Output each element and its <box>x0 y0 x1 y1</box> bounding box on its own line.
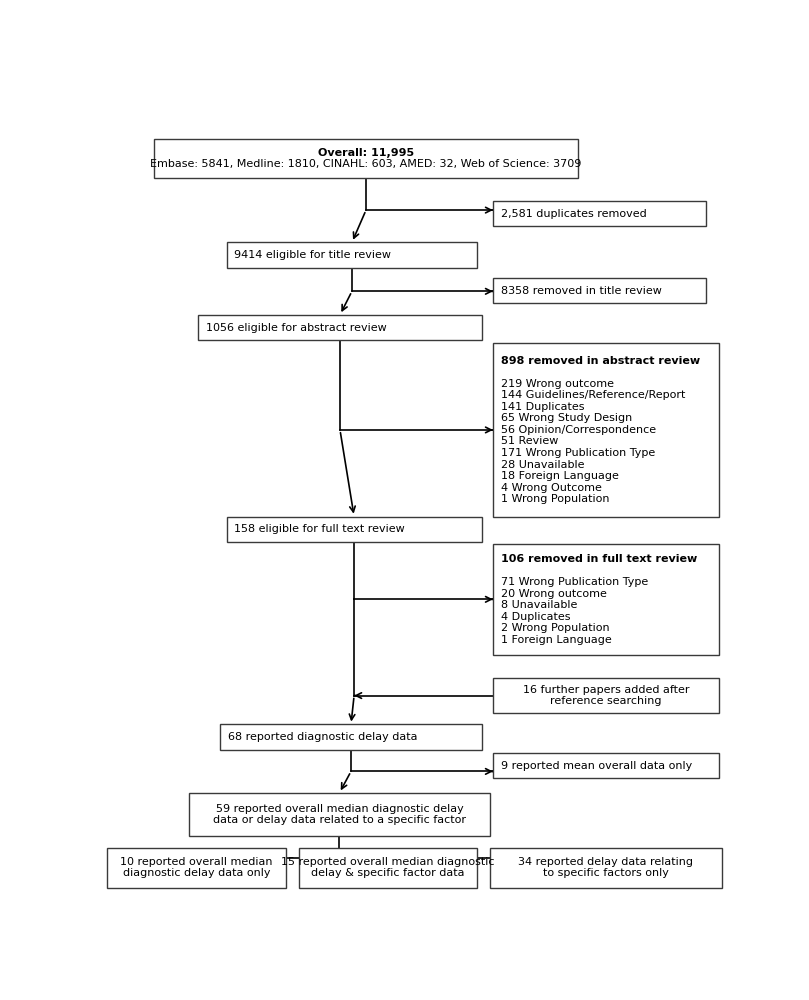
Text: 10 reported overall median: 10 reported overall median <box>121 857 273 867</box>
Text: 106 removed in full text review: 106 removed in full text review <box>501 554 697 564</box>
Text: 1 Wrong Population: 1 Wrong Population <box>501 494 609 504</box>
Text: 16 further papers added after: 16 further papers added after <box>523 685 689 695</box>
Text: to specific factors only: to specific factors only <box>543 868 669 878</box>
Text: 4 Wrong Outcome: 4 Wrong Outcome <box>501 483 601 493</box>
Bar <box>227 517 481 542</box>
Bar <box>227 242 477 268</box>
Text: 68 reported diagnostic delay data: 68 reported diagnostic delay data <box>228 732 417 742</box>
Bar <box>493 201 706 226</box>
Text: 9 reported mean overall data only: 9 reported mean overall data only <box>501 761 692 771</box>
Text: 141 Duplicates: 141 Duplicates <box>501 402 584 412</box>
Text: 18 Foreign Language: 18 Foreign Language <box>501 471 618 481</box>
Text: 219 Wrong outcome: 219 Wrong outcome <box>501 379 613 389</box>
Bar <box>490 848 722 888</box>
Bar <box>155 139 578 178</box>
Bar <box>220 724 481 750</box>
Bar <box>188 793 489 836</box>
Text: 51 Review: 51 Review <box>501 436 558 446</box>
Bar <box>493 678 718 713</box>
Text: 171 Wrong Publication Type: 171 Wrong Publication Type <box>501 448 654 458</box>
Bar <box>493 544 718 655</box>
Text: Overall: 11,995: Overall: 11,995 <box>318 148 414 158</box>
Text: 4 Duplicates: 4 Duplicates <box>501 612 570 622</box>
Text: 1 Foreign Language: 1 Foreign Language <box>501 635 612 645</box>
Text: 56 Opinion/Correspondence: 56 Opinion/Correspondence <box>501 425 655 435</box>
Text: 59 reported overall median diagnostic delay: 59 reported overall median diagnostic de… <box>215 804 464 814</box>
Text: 20 Wrong outcome: 20 Wrong outcome <box>501 589 607 599</box>
Text: 8 Unavailable: 8 Unavailable <box>501 600 577 610</box>
Text: Embase: 5841, Medline: 1810, CINAHL: 603, AMED: 32, Web of Science: 3709: Embase: 5841, Medline: 1810, CINAHL: 603… <box>150 159 582 169</box>
Text: 9414 eligible for title review: 9414 eligible for title review <box>234 250 391 260</box>
Text: 2,581 duplicates removed: 2,581 duplicates removed <box>501 209 646 219</box>
Text: 15 reported overall median diagnostic: 15 reported overall median diagnostic <box>282 857 495 867</box>
Text: 65 Wrong Study Design: 65 Wrong Study Design <box>501 413 632 423</box>
Text: 71 Wrong Publication Type: 71 Wrong Publication Type <box>501 577 648 587</box>
Bar <box>299 848 477 888</box>
Text: delay & specific factor data: delay & specific factor data <box>311 868 464 878</box>
Text: 34 reported delay data relating: 34 reported delay data relating <box>519 857 693 867</box>
Text: 144 Guidelines/Reference/Report: 144 Guidelines/Reference/Report <box>501 390 685 400</box>
Bar <box>493 278 706 303</box>
Bar <box>198 315 481 340</box>
Text: 28 Unavailable: 28 Unavailable <box>501 460 584 470</box>
Text: 1056 eligible for abstract review: 1056 eligible for abstract review <box>205 323 387 333</box>
Text: 2 Wrong Population: 2 Wrong Population <box>501 623 609 633</box>
Bar <box>493 343 718 517</box>
Text: 8358 removed in title review: 8358 removed in title review <box>501 286 662 296</box>
Bar <box>493 753 718 778</box>
Text: reference searching: reference searching <box>550 696 662 706</box>
Text: diagnostic delay data only: diagnostic delay data only <box>123 868 270 878</box>
Text: 898 removed in abstract review: 898 removed in abstract review <box>501 356 700 366</box>
Bar <box>108 848 286 888</box>
Text: data or delay data related to a specific factor: data or delay data related to a specific… <box>213 815 466 825</box>
Text: 158 eligible for full text review: 158 eligible for full text review <box>234 524 404 534</box>
